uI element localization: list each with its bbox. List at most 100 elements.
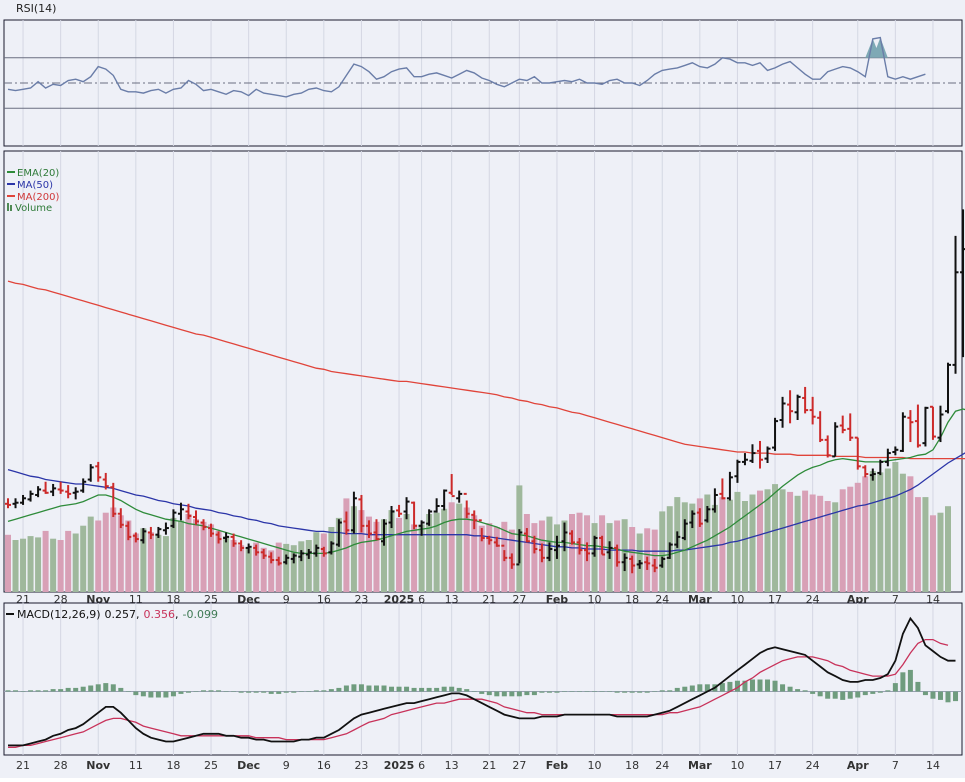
macd-signal-value: 0.356 xyxy=(144,608,176,621)
rsi-line xyxy=(7,36,926,98)
macd-hist-bar xyxy=(501,691,507,697)
macd-hist-bar xyxy=(373,685,379,692)
macd-hist-bar xyxy=(140,691,146,697)
ohlc-bar xyxy=(741,453,748,466)
volume-bar xyxy=(711,504,718,592)
macd-hist-bar xyxy=(704,684,710,692)
ohlc-bar xyxy=(711,488,718,513)
bottom-axis-tick-label: 2025 xyxy=(384,759,415,772)
ohlc-bar xyxy=(952,235,959,374)
ohlc-bar xyxy=(245,543,252,554)
macd-hist-bar xyxy=(787,686,793,692)
ohlc-bar xyxy=(320,546,327,557)
legend-volume: Volume xyxy=(15,203,52,214)
ohlc-bar xyxy=(659,556,666,568)
macd-hist-bar xyxy=(674,687,680,692)
volume-bar xyxy=(787,491,794,592)
macd-hist-bar xyxy=(516,691,522,697)
macd-hist-bar xyxy=(419,687,425,692)
volume-bar xyxy=(42,530,49,592)
macd-hist-bar xyxy=(622,691,628,693)
ohlc-bar xyxy=(42,481,49,494)
macd-hist-bar xyxy=(193,691,199,693)
macd-hist-bar xyxy=(780,684,786,692)
ohlc-bar xyxy=(463,492,470,519)
volume-bar xyxy=(914,497,921,592)
macd-hist-bar xyxy=(441,686,447,692)
ohlc-bar xyxy=(553,535,560,559)
macd-hist-bar xyxy=(404,686,410,692)
ohlc-bar xyxy=(508,553,515,569)
macd-line xyxy=(8,616,956,747)
volume-bar xyxy=(335,517,342,592)
volume-bar xyxy=(869,471,876,592)
macd-hist-bar xyxy=(870,691,876,694)
volume-bar xyxy=(749,494,756,592)
volume-bar xyxy=(155,534,162,592)
macd-hist-bar xyxy=(358,684,364,692)
volume-bar xyxy=(929,515,936,592)
volume-bar xyxy=(441,508,448,592)
volume-bar xyxy=(839,489,846,592)
ohlc-bar xyxy=(772,417,779,451)
macd-sep-1: , xyxy=(136,608,140,621)
ohlc-bar xyxy=(72,487,79,500)
macd-hist-bar xyxy=(456,687,462,692)
bottom-axis-tick-label: 27 xyxy=(512,759,526,772)
macd-hist-bar xyxy=(592,691,598,693)
macd-hist-bar xyxy=(246,691,252,693)
ohlc-bar xyxy=(260,549,267,559)
macd-hist-bar xyxy=(524,691,530,696)
ohlc-bar xyxy=(290,553,297,564)
macd-hist-bar xyxy=(298,691,304,693)
macd-hist-bar xyxy=(892,683,898,692)
volume-bar xyxy=(471,515,478,592)
volume-bar xyxy=(268,550,275,592)
ohlc-bar xyxy=(5,498,11,509)
macd-hist-bar xyxy=(644,691,650,693)
volume-bar xyxy=(185,514,192,592)
ohlc-bar xyxy=(523,528,530,543)
ohlc-bar xyxy=(177,502,184,521)
macd-hist-bar xyxy=(734,680,740,692)
ema20-line xyxy=(7,408,965,557)
ohlc-bar xyxy=(403,497,410,520)
macd-hist-bar xyxy=(125,691,131,693)
price-panel: EMA(20) MA(50) MA(200) Volume xyxy=(3,150,965,593)
volume-bar xyxy=(877,472,884,592)
macd-hist-bar xyxy=(306,691,312,693)
ohlc-bar xyxy=(215,531,222,544)
ohlc-bar xyxy=(50,483,57,497)
volume-bar xyxy=(456,503,463,592)
ohlc-bar xyxy=(433,498,440,513)
ohlc-bar xyxy=(937,405,944,443)
rsi-overbought-fill xyxy=(865,37,888,58)
ohlc-bar xyxy=(832,422,839,458)
ohlc-bar xyxy=(922,406,929,447)
macd-hist-bar xyxy=(231,691,237,693)
macd-hist-bar xyxy=(103,683,109,692)
macd-hist-bar xyxy=(840,691,846,700)
macd-hist-bar xyxy=(118,687,124,692)
macd-hist-bar xyxy=(449,686,455,692)
macd-hist-bar xyxy=(877,691,883,693)
ohlc-bar xyxy=(569,530,575,545)
volume-bar xyxy=(147,532,154,592)
volume-bar xyxy=(50,538,57,592)
ohlc-bar xyxy=(155,526,162,538)
volume-bar xyxy=(764,489,771,592)
bottom-axis-tick-label: Apr xyxy=(847,759,869,772)
macd-hist-bar xyxy=(855,691,861,698)
volume-bar xyxy=(72,533,79,592)
macd-hist-bar xyxy=(757,679,763,692)
mid-axis-tick-label: 9 xyxy=(283,593,290,606)
macd-hist-bar xyxy=(73,687,79,692)
ohlc-bar xyxy=(854,436,861,470)
rsi-panel: RSI(14) xyxy=(3,2,963,147)
ohlc-bar xyxy=(757,440,763,469)
ohlc-bar xyxy=(546,542,553,562)
ohlc-bar xyxy=(57,481,64,494)
volume-bar xyxy=(922,497,929,592)
macd-hist-bar xyxy=(719,683,725,692)
macd-hist-bar xyxy=(930,691,936,699)
